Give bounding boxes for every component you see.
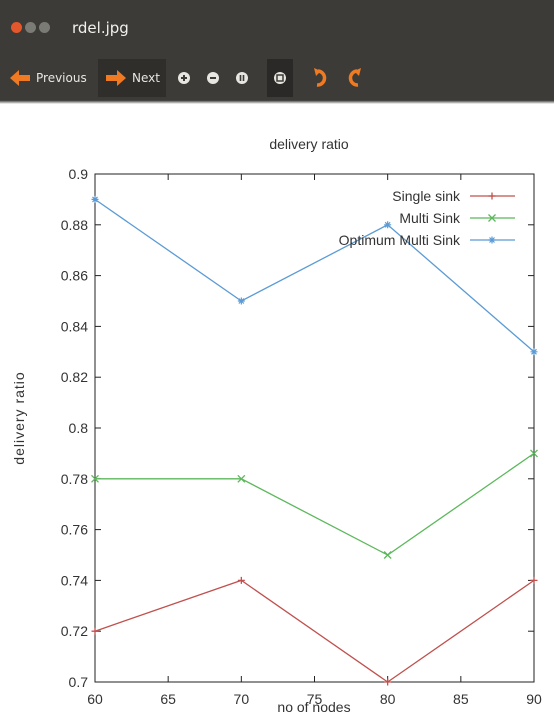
marker-x bbox=[237, 474, 246, 483]
y-tick-label: 0.86 bbox=[61, 268, 88, 284]
y-axis-label: delivery ratio bbox=[11, 371, 27, 464]
marker-cross bbox=[91, 627, 99, 635]
marker-star bbox=[237, 297, 245, 305]
zoom-out-icon bbox=[207, 72, 219, 84]
data-point bbox=[383, 551, 392, 559]
marker-star bbox=[91, 195, 99, 203]
data-point bbox=[384, 221, 392, 229]
y-tick-label: 0.82 bbox=[61, 369, 88, 385]
series-line-0 bbox=[94, 579, 535, 683]
x-tick-label: 80 bbox=[380, 691, 396, 707]
chart-title: delivery ratio bbox=[269, 136, 349, 152]
zoom-in-button[interactable] bbox=[176, 62, 192, 94]
zoom-fit-button[interactable] bbox=[267, 59, 293, 97]
title-bar: rdel.jpg bbox=[0, 0, 554, 56]
next-label: Next bbox=[132, 71, 160, 85]
legend-label: Multi Sink bbox=[399, 210, 461, 226]
marker-x bbox=[488, 214, 496, 222]
toolbar-shadow bbox=[0, 100, 554, 104]
minimize-icon[interactable] bbox=[25, 22, 36, 33]
data-point bbox=[91, 474, 99, 483]
marker-cross bbox=[237, 576, 245, 584]
marker-cross bbox=[488, 192, 496, 200]
zoom-normal-button[interactable] bbox=[234, 62, 250, 94]
y-tick-label: 0.74 bbox=[61, 572, 88, 588]
marker-x bbox=[91, 474, 99, 483]
rotate-left-button[interactable] bbox=[312, 62, 332, 94]
legend-label: Optimum Multi Sink bbox=[339, 232, 461, 248]
rotate-left-icon bbox=[314, 68, 327, 87]
arrow-left-icon bbox=[10, 70, 30, 86]
data-point bbox=[91, 195, 99, 203]
rotate-right-button[interactable] bbox=[343, 62, 363, 94]
y-tick-label: 0.7 bbox=[69, 674, 89, 690]
x-tick-label: 75 bbox=[307, 691, 323, 707]
zoom-out-button[interactable] bbox=[205, 62, 221, 94]
marker-star bbox=[384, 221, 392, 229]
plot-frame bbox=[94, 173, 535, 683]
marker-x bbox=[530, 449, 538, 458]
delivery-ratio-chart: delivery ratio delivery ratio no of node… bbox=[11, 136, 542, 714]
x-tick-label: 70 bbox=[234, 691, 250, 707]
marker-cross bbox=[530, 576, 538, 584]
marker-star bbox=[530, 348, 538, 356]
x-tick-label: 85 bbox=[453, 691, 469, 707]
maximize-icon[interactable] bbox=[39, 22, 50, 33]
data-point bbox=[530, 449, 538, 458]
data-point bbox=[237, 474, 246, 483]
legend-marker bbox=[488, 214, 496, 222]
window-title: rdel.jpg bbox=[72, 19, 129, 37]
x-tick-label: 90 bbox=[526, 691, 542, 707]
x-tick-label: 65 bbox=[160, 691, 176, 707]
y-tick-label: 0.76 bbox=[61, 522, 88, 538]
previous-button[interactable]: Previous bbox=[8, 62, 87, 94]
legend-marker bbox=[488, 192, 496, 200]
zoom-in-icon bbox=[178, 72, 190, 84]
zoom-normal-icon bbox=[236, 72, 248, 84]
x-tick-label: 60 bbox=[87, 691, 103, 707]
y-tick-label: 0.72 bbox=[61, 623, 88, 639]
marker-star bbox=[488, 236, 496, 244]
data-point bbox=[237, 297, 245, 305]
data-point bbox=[530, 348, 538, 356]
y-tick-label: 0.8 bbox=[69, 420, 89, 436]
marker-x bbox=[383, 551, 392, 559]
legend-label: Single sink bbox=[392, 188, 461, 204]
previous-label: Previous bbox=[36, 71, 87, 85]
data-point bbox=[530, 576, 538, 584]
y-tick-label: 0.9 bbox=[69, 166, 89, 182]
data-point bbox=[91, 627, 99, 635]
x-axis-label: no of nodes bbox=[277, 699, 350, 714]
rotate-right-icon bbox=[348, 68, 361, 87]
legend-marker bbox=[488, 236, 496, 244]
toolbar: Previous Next bbox=[0, 56, 554, 100]
marker-cross bbox=[384, 678, 392, 686]
y-tick-label: 0.78 bbox=[61, 471, 88, 487]
zoom-fit-icon bbox=[274, 72, 286, 84]
arrow-right-icon bbox=[106, 70, 126, 86]
y-tick-label: 0.88 bbox=[61, 217, 88, 233]
data-point bbox=[384, 678, 392, 686]
close-icon[interactable] bbox=[11, 22, 22, 33]
series-line-1 bbox=[95, 452, 535, 556]
y-tick-label: 0.84 bbox=[61, 318, 88, 334]
series-line-2 bbox=[94, 198, 535, 353]
data-point bbox=[237, 576, 245, 584]
next-button[interactable]: Next bbox=[98, 59, 166, 97]
